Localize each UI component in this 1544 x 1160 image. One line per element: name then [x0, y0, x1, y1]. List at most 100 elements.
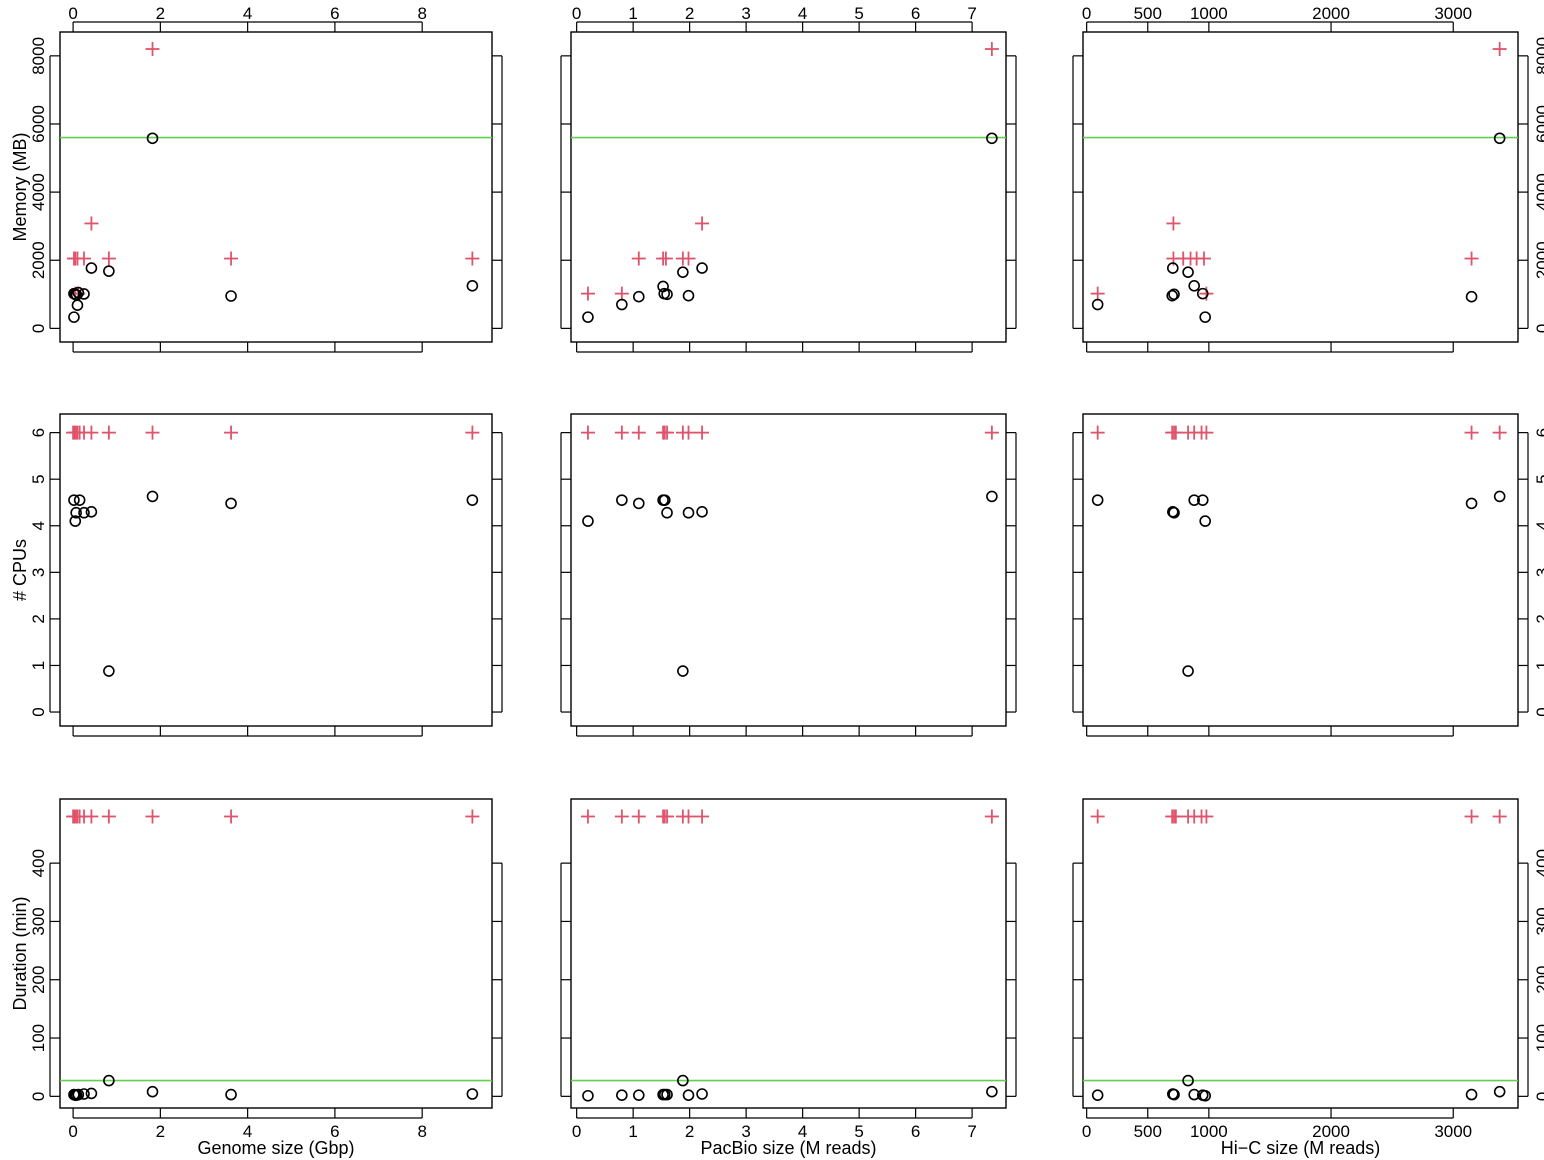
observed-point [986, 132, 998, 145]
x-tick-label-bottom: 6 [911, 1122, 920, 1141]
observed-point [632, 290, 645, 303]
y-tick-label-right: 2000 [1533, 241, 1544, 279]
x-tick-label-bottom: 4 [243, 1122, 252, 1141]
observed-point [677, 1074, 689, 1087]
observed-point [1493, 490, 1506, 503]
y-tick-label-right: 6 [1533, 428, 1544, 437]
y-axis-label: Duration (min) [10, 896, 30, 1010]
x-tick-label-bottom: 6 [330, 1122, 339, 1141]
limit-point [1492, 809, 1507, 824]
limit-point [224, 809, 239, 824]
observed-point [85, 505, 98, 518]
y-tick-label-left: 4 [29, 521, 48, 530]
plot-frame [570, 31, 1007, 343]
observed-point [466, 1088, 479, 1100]
limit-point [631, 809, 646, 824]
x-tick-label-bottom: 8 [417, 1122, 426, 1141]
limit-point [1090, 286, 1105, 301]
limit-point [681, 251, 696, 266]
observed-point [1168, 506, 1180, 519]
limit-point [224, 251, 239, 266]
plot-frame [59, 798, 493, 1109]
plot-frame [1082, 798, 1519, 1109]
panel-r0-c1: 0 1 2 3 4 5 6 7 [560, 4, 1017, 353]
x-tick-label-top: 0 [68, 4, 77, 23]
x-tick-label-bottom: 3 [741, 1122, 750, 1141]
limit-point [580, 425, 595, 440]
observed-point [616, 298, 628, 311]
y-tick-label-left: 100 [29, 1024, 48, 1052]
x-tick-label-top: 6 [330, 4, 339, 23]
x-tick-label-bottom: 2 [685, 1122, 694, 1141]
observed-point [103, 1074, 115, 1087]
limit-point [695, 425, 710, 440]
limit-point [101, 251, 116, 266]
y-tick-label-right: 8000 [1533, 37, 1544, 75]
observed-point [582, 515, 594, 527]
y-tick-label-right: 400 [1533, 849, 1544, 877]
observed-point [1196, 494, 1209, 506]
observed-point [616, 494, 628, 506]
limit-point [580, 809, 595, 824]
observed-point [1493, 132, 1506, 145]
limit-point [101, 425, 116, 440]
x-tick-label-top: 3000 [1434, 4, 1472, 23]
observed-point [85, 262, 98, 274]
limit-point [224, 425, 239, 440]
observed-point [225, 290, 237, 302]
x-tick-label-top: 0 [1082, 4, 1091, 23]
observed-point [632, 497, 645, 510]
x-tick-label-bottom: 2 [156, 1122, 165, 1141]
observed-point [682, 506, 695, 519]
y-tick-label-left: 2000 [29, 241, 48, 279]
x-tick-label-bottom: 0 [68, 1122, 77, 1141]
observed-point [78, 288, 90, 300]
observed-point [78, 506, 90, 519]
observed-point [1182, 266, 1194, 278]
y-tick-label-left: 3 [29, 568, 48, 577]
y-tick-label-right: 300 [1533, 907, 1544, 935]
limit-point [658, 251, 673, 266]
y-tick-label-right: 4000 [1533, 173, 1544, 211]
observed-point [146, 490, 159, 503]
y-tick-label-right: 100 [1533, 1024, 1544, 1052]
observed-point [682, 289, 695, 302]
x-axis-label: Genome size (Gbp) [197, 1138, 354, 1158]
limit-point [1492, 42, 1507, 57]
observed-point [72, 1088, 85, 1101]
observed-point [1196, 287, 1209, 300]
y-tick-label-left: 400 [29, 849, 48, 877]
limit-point [1090, 809, 1105, 824]
plot-frame [1082, 31, 1519, 343]
y-tick-label-right: 0 [1533, 1092, 1544, 1101]
panel-r1-c2: 0 1 2 3 4 5 6 [1072, 413, 1544, 737]
observed-point [466, 494, 479, 506]
y-tick-label-left: 0 [29, 707, 48, 716]
limit-point [1464, 809, 1479, 824]
observed-point [71, 299, 84, 312]
observed-point [696, 1088, 708, 1100]
panel-r0-c0: 0 2 4 6 8 0 2000 4000 6000 8000 [29, 4, 503, 353]
observed-point [1199, 311, 1211, 323]
y-tick-label-left: 4000 [29, 173, 48, 211]
observed-point [1465, 290, 1478, 303]
observed-point [1182, 665, 1194, 677]
x-axis-label: PacBio size (M reads) [700, 1138, 876, 1158]
limit-point [1090, 425, 1105, 440]
limit-point [465, 251, 480, 266]
x-tick-label-bottom: 1000 [1190, 1122, 1228, 1141]
observed-point [146, 132, 159, 145]
observed-point [466, 279, 479, 292]
x-tick-label-top: 7 [967, 4, 976, 23]
x-tick-label-bottom: 500 [1134, 1122, 1162, 1141]
limit-point [84, 425, 99, 440]
observed-point [696, 505, 708, 518]
observed-point [1493, 1085, 1506, 1098]
x-tick-label-top: 1000 [1190, 4, 1228, 23]
observed-point [677, 266, 689, 278]
x-tick-label-bottom: 3000 [1434, 1122, 1472, 1141]
x-tick-label-top: 4 [798, 4, 807, 23]
y-tick-label-left: 300 [29, 907, 48, 935]
observed-point [1182, 1074, 1194, 1087]
observed-point [1188, 494, 1200, 506]
